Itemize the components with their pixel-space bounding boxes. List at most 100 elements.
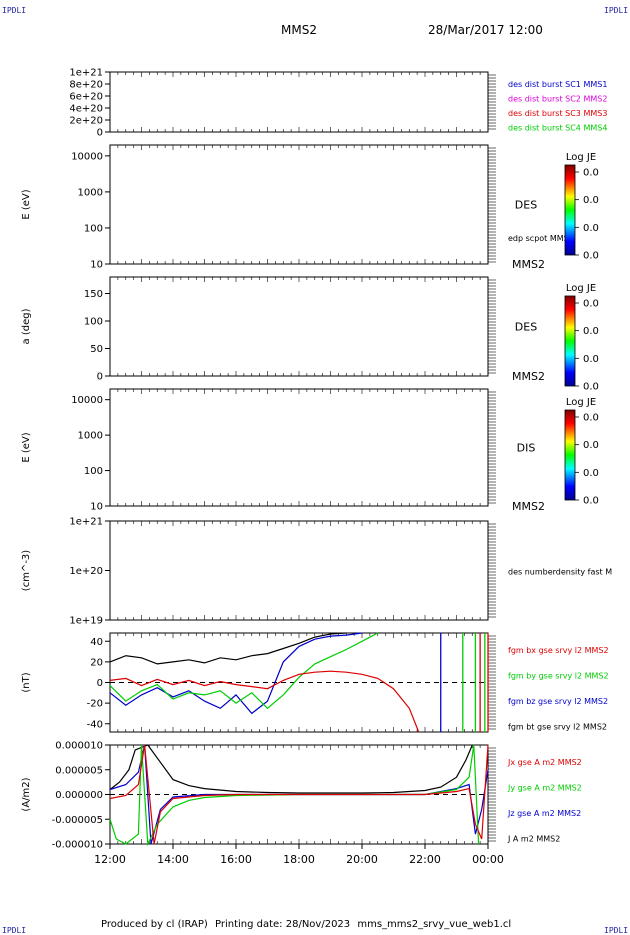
y-tick-label: 1e+21 bbox=[69, 68, 103, 79]
y-tick-label: 20 bbox=[90, 657, 103, 668]
corner-label-top-right: IPDLI bbox=[604, 6, 629, 15]
x-tick-label: 16:00 bbox=[220, 853, 252, 866]
colorbar-tick-label: 0.0 bbox=[583, 354, 599, 365]
y-tick-label: 100 bbox=[84, 223, 103, 234]
y-tick-label: 50 bbox=[90, 344, 103, 355]
x-tick-label: 14:00 bbox=[157, 853, 189, 866]
y-tick-label: 0.000010 bbox=[55, 741, 103, 752]
date-title: 28/Mar/2017 12:00 bbox=[428, 23, 543, 37]
colorbar-tick-label: 0.0 bbox=[583, 413, 599, 424]
y-tick-label: 1e+21 bbox=[69, 517, 103, 528]
colorbar-tick-label: 0.0 bbox=[583, 299, 599, 310]
legend-entry: Jx gse A m2 MMS2 bbox=[507, 758, 582, 767]
colorbar bbox=[564, 164, 576, 256]
y-tick-label: 40 bbox=[90, 637, 103, 648]
corner-label-bottom-right: IPDLI bbox=[604, 926, 629, 935]
y-tick-label: 150 bbox=[84, 289, 103, 300]
y-tick-label: 4e+20 bbox=[69, 104, 103, 115]
series-line bbox=[109, 632, 379, 710]
colorbar bbox=[564, 295, 576, 387]
x-tick-label: 22:00 bbox=[409, 853, 441, 866]
series-line bbox=[109, 670, 420, 733]
x-tick-label: 18:00 bbox=[283, 853, 315, 866]
legend-entry: Jy gse A m2 MMS2 bbox=[507, 784, 582, 793]
y-axis-label: a (deg) bbox=[21, 308, 32, 344]
y-axis-label: E (eV) bbox=[21, 189, 32, 219]
panel-frame bbox=[109, 71, 489, 133]
colorbar-tick-label: 0.0 bbox=[583, 223, 599, 234]
y-tick-label: 8e+20 bbox=[69, 80, 103, 91]
colorbar-title: Log JE bbox=[566, 152, 596, 163]
instrument-label: DIS bbox=[517, 442, 536, 455]
y-axis-label: (cm^-3) bbox=[21, 550, 32, 591]
colorbar-tick-label: 0.0 bbox=[583, 195, 599, 206]
y-tick-label: 0 bbox=[97, 372, 103, 383]
footer-filename: mms_mms2_srvy_vue_web1.cl bbox=[357, 919, 512, 930]
legend-entry: des dist burst SC1 MMS1 bbox=[508, 80, 607, 89]
y-tick-label: -0.000005 bbox=[52, 815, 103, 826]
y-tick-label: 10000 bbox=[71, 151, 103, 162]
y-tick-label: -40 bbox=[87, 719, 103, 730]
y-axis-label: E (eV) bbox=[21, 432, 32, 462]
y-axis-label: (nT) bbox=[21, 672, 32, 692]
colorbar-tick-label: 0.0 bbox=[583, 382, 599, 393]
y-tick-label: -20 bbox=[87, 699, 103, 710]
y-tick-label: 1e+19 bbox=[69, 616, 103, 627]
overlay-label: edp scpot MMS2 bbox=[508, 234, 574, 243]
instrument-label: DES bbox=[515, 199, 537, 212]
panel-frame bbox=[109, 144, 489, 265]
colorbar-tick-label: 0.0 bbox=[583, 326, 599, 337]
colorbar-tick-label: 0.0 bbox=[583, 251, 599, 262]
x-tick-label: 20:00 bbox=[346, 853, 378, 866]
series-line bbox=[109, 632, 363, 715]
colorbar-tick-label: 0.0 bbox=[583, 168, 599, 179]
y-tick-label: 1000 bbox=[78, 187, 103, 198]
y-axis-label: (A/m2) bbox=[21, 777, 32, 811]
colorbar-tick-label: 0.0 bbox=[583, 440, 599, 451]
y-tick-label: 1e+20 bbox=[69, 566, 103, 577]
legend-entry: fgm bx gse srvy l2 MMS2 bbox=[508, 646, 609, 655]
y-tick-label: 10000 bbox=[71, 395, 103, 406]
legend-entry: des numberdensity fast M bbox=[508, 568, 612, 577]
legend-entry: des dist burst SC2 MMS2 bbox=[508, 95, 607, 104]
x-tick-label: 12:00 bbox=[94, 853, 126, 866]
y-tick-label: 0 bbox=[97, 678, 103, 689]
legend-entry: J A m2 MMS2 bbox=[507, 835, 560, 844]
y-tick-label: 0.000005 bbox=[55, 765, 103, 776]
spacecraft-label: MMS2 bbox=[512, 500, 545, 513]
footer-printing-date: Printing date: 28/Nov/2023 bbox=[214, 919, 351, 930]
corner-label-bottom-left: IPDLI bbox=[2, 926, 27, 935]
panel-frame bbox=[109, 388, 489, 507]
series-line bbox=[109, 744, 489, 845]
y-tick-label: 10 bbox=[90, 260, 103, 271]
y-tick-label: 100 bbox=[84, 317, 103, 328]
y-tick-label: 2e+20 bbox=[69, 116, 103, 127]
y-tick-label: 0 bbox=[97, 128, 103, 139]
series-line bbox=[109, 744, 473, 794]
legend-entry: fgm by gse srvy l2 MMS2 bbox=[508, 672, 609, 681]
colorbar-title: Log JE bbox=[566, 397, 596, 408]
colorbar-tick-label: 0.0 bbox=[583, 468, 599, 479]
legend-entry: fgm bz gse srvy l2 MMS2 bbox=[508, 697, 608, 706]
spacecraft-label: MMS2 bbox=[512, 258, 545, 271]
series-line bbox=[109, 744, 480, 847]
legend-entry: fgm bt gse srvy l2 MMS2 bbox=[508, 723, 607, 732]
colorbar bbox=[564, 409, 576, 501]
legend-entry: Jz gse A m2 MMS2 bbox=[507, 809, 581, 818]
y-tick-label: 6e+20 bbox=[69, 92, 103, 103]
footer-produced-by: Produced by cl (IRAP) bbox=[101, 919, 208, 930]
colorbar-tick-label: 0.0 bbox=[583, 496, 599, 507]
legend-entry: des dist burst SC3 MMS3 bbox=[508, 109, 607, 118]
instrument-label: DES bbox=[515, 321, 537, 334]
y-tick-label: 0.000000 bbox=[55, 790, 103, 801]
panel-frame bbox=[109, 520, 489, 621]
spacecraft-label: MMS2 bbox=[512, 370, 545, 383]
y-tick-label: 100 bbox=[84, 466, 103, 477]
y-tick-label: -0.000010 bbox=[52, 840, 103, 851]
series-line bbox=[109, 632, 347, 665]
y-tick-label: 10 bbox=[90, 502, 103, 513]
colorbar-title: Log JE bbox=[566, 283, 596, 294]
footer: Produced by cl (IRAP) Printing date: 28/… bbox=[101, 919, 515, 930]
spacecraft-title: MMS2 bbox=[281, 23, 317, 37]
